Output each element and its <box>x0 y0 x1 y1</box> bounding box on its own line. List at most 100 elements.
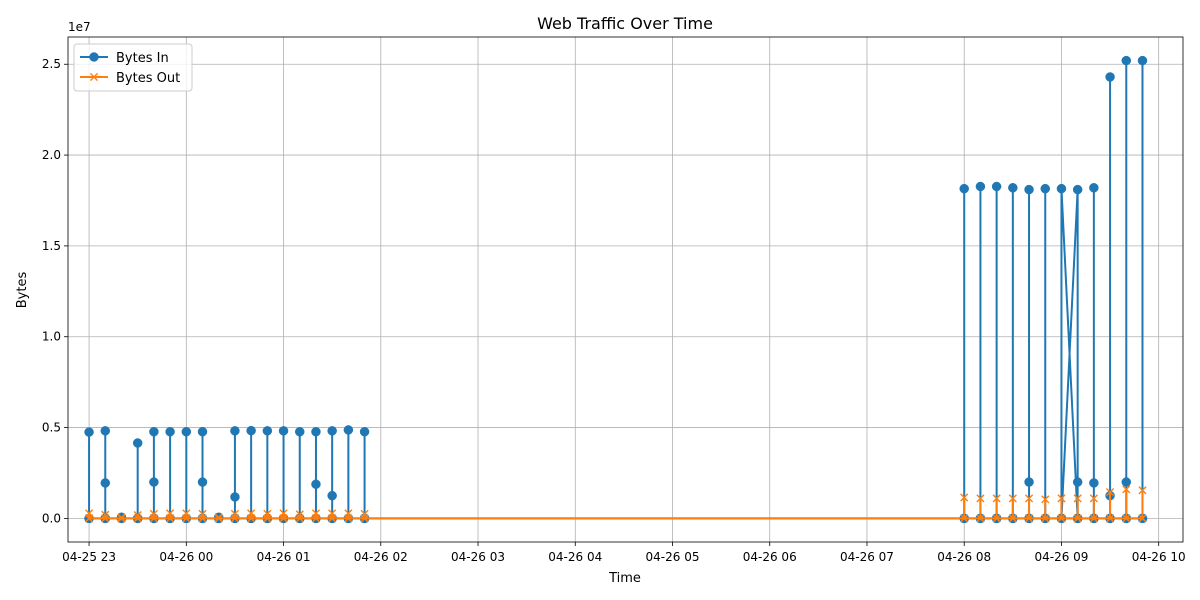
data-point-bytes-in <box>311 426 321 437</box>
data-point-bytes-in <box>278 426 289 436</box>
data-point-bytes-out <box>101 510 110 519</box>
data-point-bytes-out <box>976 494 985 503</box>
data-point-bytes-out <box>1008 494 1017 503</box>
data-point-bytes-out <box>1008 514 1017 523</box>
chart-title: Web Traffic Over Time <box>537 14 713 33</box>
y-tick-label: 0.5 <box>42 421 61 435</box>
data-point-bytes-in <box>246 425 256 436</box>
data-point-bytes-out <box>960 514 969 523</box>
data-point-bytes-in <box>84 427 94 437</box>
data-point-bytes-in <box>1089 183 1099 193</box>
data-point-bytes-out <box>84 514 94 523</box>
data-point-bytes-in <box>1137 55 1148 66</box>
y-tick-label: 2.0 <box>42 148 61 162</box>
data-point-bytes-in <box>181 426 192 437</box>
legend-label-bytes-in: Bytes In <box>116 51 169 66</box>
data-point-bytes-out <box>166 514 175 523</box>
data-point-bytes-in <box>991 181 1002 192</box>
data-point-bytes-out <box>279 514 288 523</box>
data-point-bytes-out <box>1041 495 1050 504</box>
legend-marker-bytes-in <box>89 52 99 62</box>
x-tick-label: 04-26 03 <box>451 550 505 564</box>
data-point-bytes-out <box>1041 514 1050 523</box>
data-point-bytes-in <box>327 490 337 501</box>
y-tick-label: 1.0 <box>42 330 61 344</box>
data-point-bytes-in <box>230 492 240 502</box>
x-tick-label: 04-26 02 <box>354 550 408 564</box>
data-point-bytes-out <box>214 514 223 523</box>
data-point-bytes-in <box>262 426 273 436</box>
x-tick-label: 04-26 08 <box>937 550 991 564</box>
data-point-bytes-out <box>1122 514 1131 523</box>
data-point-bytes-in <box>1024 477 1034 487</box>
legend-label-bytes-out: Bytes Out <box>116 71 180 86</box>
data-point-bytes-out <box>344 514 353 523</box>
data-point-bytes-in <box>197 426 208 437</box>
x-axis: 04-25 23 04-26 00 04-26 01 04-26 02 04-26 03… <box>62 542 1186 564</box>
legend-items: Bytes In Bytes Out <box>80 51 180 86</box>
data-point-bytes-in <box>359 426 370 437</box>
data-point-bytes-out <box>1089 494 1098 503</box>
x-tick-label: 04-26 04 <box>548 550 602 564</box>
x-tick-label: 04-26 07 <box>840 550 894 564</box>
data-point-bytes-out <box>1024 514 1034 523</box>
legend-marker-bytes-out <box>89 72 99 82</box>
data-point-bytes-out <box>133 511 142 520</box>
data-point-bytes-in <box>100 478 111 488</box>
data-point-bytes-out <box>311 514 321 523</box>
data-point-bytes-out <box>117 514 126 523</box>
data-point-bytes-in <box>959 183 969 194</box>
data-point-bytes-in <box>1121 55 1132 66</box>
data-point-bytes-in <box>1121 477 1132 487</box>
x-tick-label: 04-26 01 <box>257 550 311 564</box>
legend-frame <box>73 43 193 92</box>
data-point-bytes-out <box>247 514 256 523</box>
data-point-bytes-out <box>295 514 304 523</box>
data-point-bytes-in <box>1072 184 1083 195</box>
x-tick-label: 04-26 10 <box>1132 550 1186 564</box>
series-line-bytes-out <box>88 488 1144 520</box>
x-tick-label: 04-26 05 <box>646 550 700 564</box>
x-tick-label: 04-26 00 <box>159 550 213 564</box>
data-point-bytes-in <box>327 426 337 436</box>
data-point-bytes-out <box>1073 514 1082 523</box>
data-point-bytes-in <box>311 479 321 489</box>
x-axis-title: Time <box>608 571 641 586</box>
y-tick-label: 1.5 <box>42 239 61 253</box>
y-tick-label: 0.0 <box>42 511 61 525</box>
data-point-bytes-out <box>263 514 272 523</box>
data-point-bytes-out <box>198 514 207 523</box>
data-point-bytes-in <box>1008 183 1018 193</box>
data-point-bytes-out <box>1138 486 1147 495</box>
data-point-bytes-out <box>1057 514 1066 523</box>
data-point-bytes-in <box>295 426 305 437</box>
data-point-bytes-in <box>165 426 175 437</box>
data-point-bytes-out <box>1105 487 1115 497</box>
plot-area-frame <box>67 36 1184 543</box>
data-point-bytes-out <box>1024 494 1034 503</box>
data-point-bytes-in <box>149 426 159 437</box>
data-point-bytes-out <box>1138 514 1147 523</box>
data-point-bytes-out <box>1122 485 1131 494</box>
data-point-bytes-out <box>960 493 969 502</box>
data-point-bytes-in <box>343 425 354 435</box>
x-tick-label: 04-26 09 <box>1034 550 1088 564</box>
data-point-bytes-out <box>992 494 1001 503</box>
data-point-bytes-in <box>1056 183 1067 194</box>
data-point-bytes-out <box>328 514 337 523</box>
data-point-bytes-in <box>1089 478 1099 488</box>
x-tick-label: 04-26 06 <box>743 550 797 564</box>
data-point-bytes-out <box>230 514 240 523</box>
x-tick-label: 04-25 23 <box>62 550 116 564</box>
data-point-bytes-out <box>149 514 158 523</box>
data-point-bytes-in <box>100 426 111 436</box>
series-layer <box>84 55 1148 524</box>
data-point-bytes-in <box>149 477 159 487</box>
data-point-bytes-in <box>1072 477 1083 487</box>
data-point-bytes-out <box>182 514 191 523</box>
y-tick-label: 2.5 <box>42 57 61 71</box>
data-point-bytes-in <box>197 477 208 487</box>
data-point-bytes-in <box>230 426 240 436</box>
